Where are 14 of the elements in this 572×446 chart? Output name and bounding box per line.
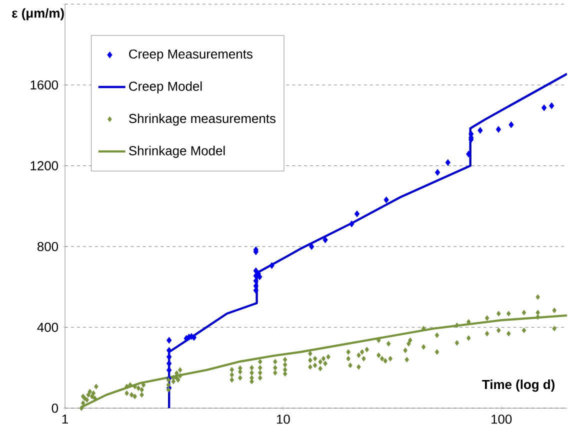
legend-label: Shrinkage Model [129, 146, 225, 158]
y-tick-label: 800 [37, 242, 58, 252]
x-tick-label: 10 [276, 414, 290, 424]
x-tick-label: 1 [62, 414, 68, 424]
x-tick-label: 100 [492, 414, 512, 424]
y-tick-label: 1200 [30, 161, 58, 170]
y-tick-label: 1600 [30, 80, 58, 90]
y-tick-label: 0 [52, 403, 58, 413]
y-axis-title: ε (μm/m) [12, 8, 64, 20]
y-tick-label: 400 [37, 322, 58, 332]
legend-label: Creep Model [129, 81, 202, 94]
legend-label: Creep Measurements [129, 49, 252, 62]
x-axis-title: Time (log d) [482, 379, 554, 392]
legend-label: Shrinkage measurements [129, 113, 276, 126]
